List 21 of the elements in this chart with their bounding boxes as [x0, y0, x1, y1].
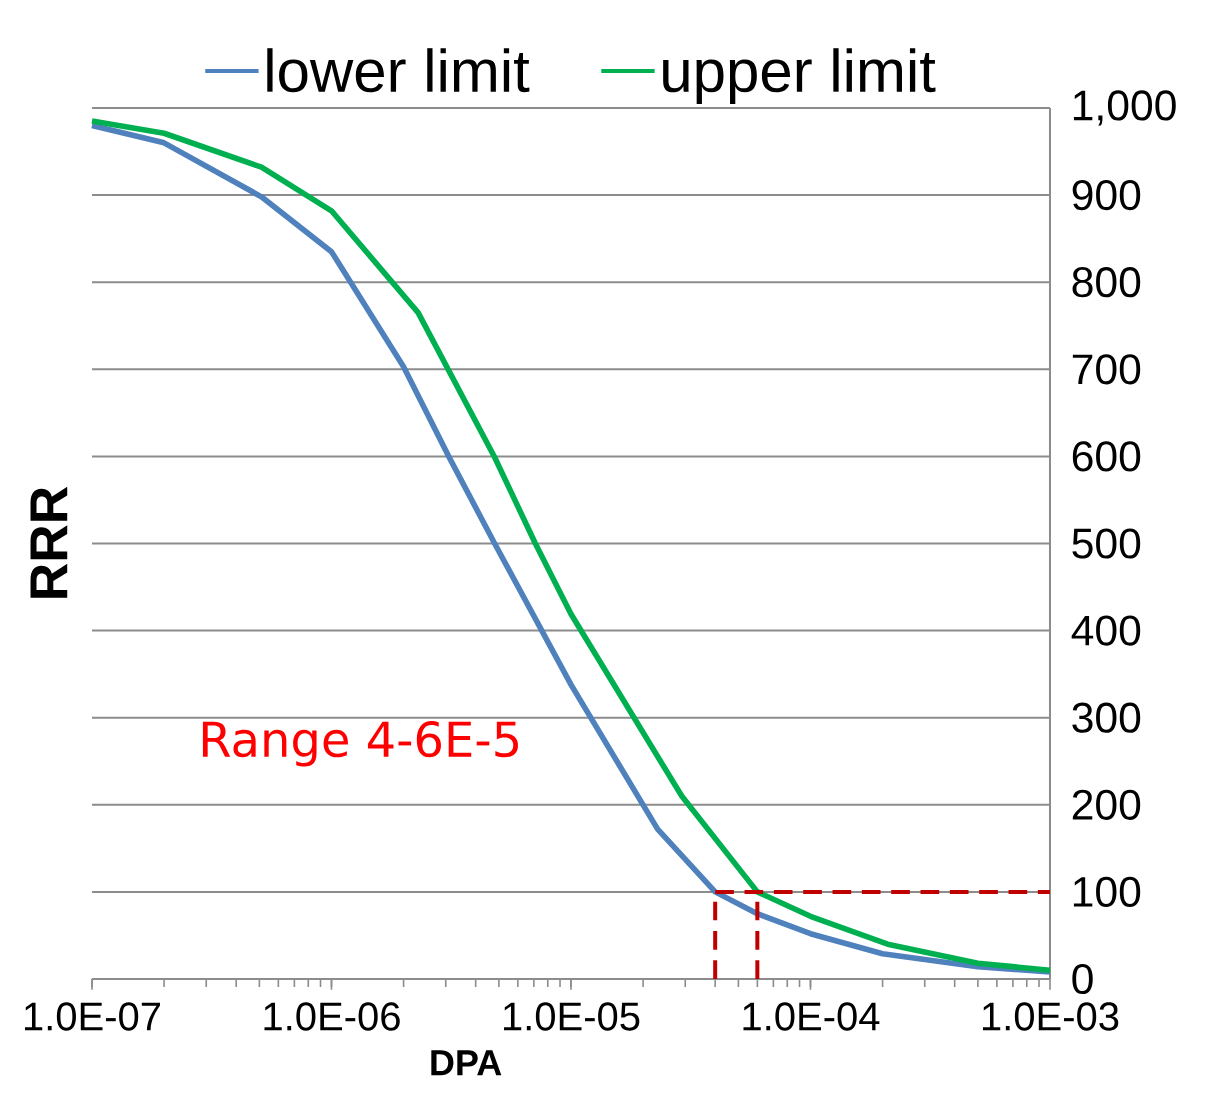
- y-tick-label: 700: [1072, 354, 1141, 385]
- y-tick-label: 500: [1072, 528, 1141, 559]
- y-axis-title: RRR: [30, 486, 68, 598]
- x-tick-label: 1.0E-04: [743, 1002, 880, 1031]
- y-tick-label: 100: [1073, 876, 1141, 907]
- x-axis-title: DPA: [431, 1050, 502, 1076]
- y-tick-label: 800: [1072, 267, 1141, 298]
- x-tick-label: 1.0E-03: [982, 1002, 1119, 1031]
- y-tick-label: 0: [1072, 963, 1093, 995]
- x-tick-label: 1.0E-06: [264, 1002, 400, 1031]
- legend-label: upper limit: [663, 48, 936, 105]
- legend-label: lower limit: [267, 48, 530, 93]
- y-tick-label: 600: [1072, 441, 1141, 472]
- annotation: Range 4-6E-5: [202, 721, 518, 767]
- y-tick-label: 900: [1072, 179, 1141, 211]
- y-tick-label: 300: [1072, 702, 1141, 733]
- y-tick-label: 200: [1072, 789, 1141, 820]
- x-tick-label: 1.0E-07: [24, 1002, 161, 1031]
- y-tick-label: 1,000: [1073, 90, 1176, 126]
- y-tick-label: 400: [1071, 615, 1141, 646]
- x-tick-label: 1.0E-05: [503, 1002, 640, 1031]
